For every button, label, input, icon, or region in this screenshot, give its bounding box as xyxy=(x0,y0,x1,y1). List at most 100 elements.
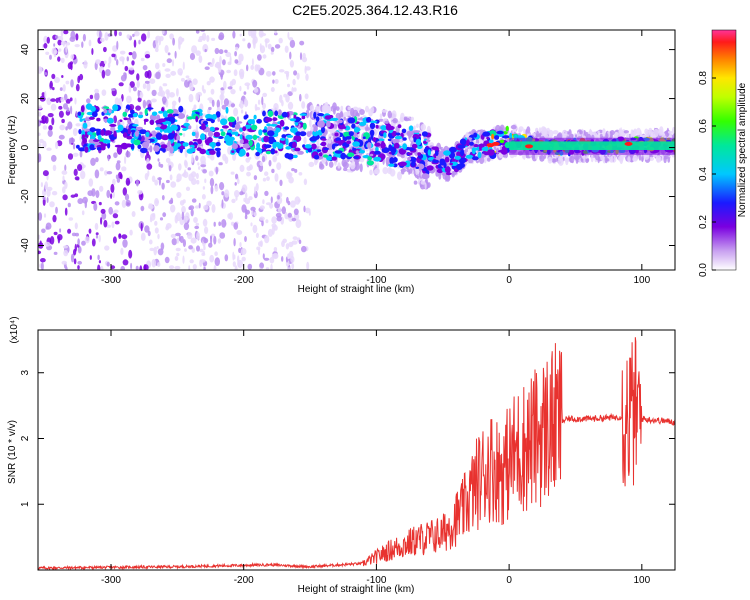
spectrum-speckle xyxy=(254,103,258,112)
spectrum-speckle xyxy=(638,153,642,161)
spectrum-speckle xyxy=(95,234,99,239)
spectrum-speckle xyxy=(196,179,200,185)
spectrum-speckle xyxy=(161,182,165,190)
spectrum-peak xyxy=(444,156,450,163)
spectrum-speckle xyxy=(128,249,133,259)
spectrum-speckle xyxy=(110,193,113,199)
spectrum-speckle xyxy=(478,156,485,165)
spectrum-speckle xyxy=(162,83,168,87)
colorbar-tick-label: 0.6 xyxy=(698,119,709,133)
spectrum-speckle xyxy=(201,32,207,41)
spectrum-speckle xyxy=(261,155,266,163)
spectrum-speckle xyxy=(171,100,177,107)
spectrum-peak xyxy=(404,160,411,168)
spectrum-speckle xyxy=(468,157,474,164)
spectrum-speckle xyxy=(359,163,363,173)
spectrum-peak xyxy=(426,165,434,171)
spectrum-speckle xyxy=(190,171,197,178)
spectrum-speckle xyxy=(291,86,294,94)
spectrum-peak xyxy=(89,144,95,151)
spectrum-speckle xyxy=(214,47,220,55)
spectrum-speckle xyxy=(218,221,222,227)
spectrum-speckle xyxy=(110,265,116,270)
spectrum-peak xyxy=(209,150,216,155)
spectrum-speckle xyxy=(609,156,614,163)
spectrum-speckle xyxy=(224,189,230,198)
spectrum-speckle xyxy=(132,33,135,38)
spectrum-speckle xyxy=(273,247,278,252)
spectrum-speckle xyxy=(64,164,67,172)
spectrum-speckle xyxy=(257,99,261,105)
spectrum-peak xyxy=(137,144,142,150)
spectrum-speckle xyxy=(234,265,238,270)
spectrum-speckle xyxy=(139,265,143,270)
spectrum-speckle xyxy=(75,83,80,92)
spectrum-speckle xyxy=(641,156,644,163)
spectrum-peak xyxy=(107,142,111,149)
spectrum-speckle xyxy=(63,93,68,101)
spectrum-speckle xyxy=(99,60,106,68)
spectrum-speckle xyxy=(120,74,127,82)
spectrum-speckle xyxy=(118,82,124,87)
spectrum-speckle xyxy=(106,189,111,199)
spectrum-speckle xyxy=(128,52,133,56)
spectrum-speckle xyxy=(276,215,282,222)
spectrum-speckle xyxy=(58,48,62,52)
spectrum-speckle xyxy=(171,238,177,246)
spectrum-peak xyxy=(369,122,376,129)
spectrum-speckle xyxy=(295,219,302,229)
spectrum-speckle xyxy=(42,197,46,206)
spectrum-speckle xyxy=(259,216,265,221)
spectrum-peak xyxy=(155,132,163,140)
y-tick-label: 0 xyxy=(20,144,31,150)
spectrum-speckle xyxy=(238,247,242,253)
spectrum-speckle xyxy=(552,130,559,135)
spectrum-peak xyxy=(321,126,325,134)
spectrum-peak xyxy=(489,139,494,144)
spectrum-speckle xyxy=(301,245,307,253)
spectrum-speckle xyxy=(262,102,266,110)
spectrum-peak xyxy=(286,134,294,138)
spectrum-speckle xyxy=(265,39,268,48)
spectrum-speckle xyxy=(289,39,296,48)
spectrum-speckle xyxy=(185,75,190,79)
spectrum-speckle xyxy=(247,263,253,270)
spectrum-maximum xyxy=(491,141,500,146)
spectrum-peak xyxy=(172,113,179,117)
spectrum-speckle xyxy=(315,106,321,113)
spectrum-peak xyxy=(463,149,467,154)
spectrum-speckle xyxy=(93,202,98,211)
spectrum-speckle xyxy=(288,37,294,41)
y-tick-label: -40 xyxy=(20,238,31,253)
spectrum-speckle xyxy=(77,238,80,246)
spectrum-speckle xyxy=(44,72,48,76)
spectrum-speckle xyxy=(569,155,574,163)
spectrum-speckle xyxy=(227,86,233,90)
colorbar-tick-label: 0.2 xyxy=(698,215,709,229)
spectrum-speckle xyxy=(67,202,71,208)
spectrum-peak xyxy=(147,139,151,143)
spectrum-peak xyxy=(460,148,465,157)
spectrum-speckle xyxy=(41,92,45,97)
spectrum-speckle xyxy=(151,175,156,183)
spectrum-peak xyxy=(477,151,482,159)
spectrum-speckle xyxy=(352,106,359,112)
spectrum-speckle xyxy=(672,133,675,139)
spectrum-speckle xyxy=(104,170,108,176)
spectrum-speckle xyxy=(46,188,51,197)
spectrum-peak xyxy=(311,143,317,150)
spectrum-peak xyxy=(270,123,278,127)
spectrum-speckle xyxy=(195,50,201,56)
spectrum-peak xyxy=(406,131,414,136)
spectrum-speckle xyxy=(221,191,225,196)
spectrum-speckle xyxy=(143,264,149,270)
spectrum-peak xyxy=(497,150,504,153)
spectrum-speckle xyxy=(75,110,78,117)
spectrum-peak xyxy=(179,132,183,136)
spectrum-speckle xyxy=(94,222,99,231)
y-tick-label: 20 xyxy=(20,93,31,105)
spectrum-speckle xyxy=(69,97,73,102)
spectrum-speckle xyxy=(234,190,240,198)
spectrum-speckle xyxy=(267,43,272,50)
spectrum-speckle xyxy=(298,172,303,176)
